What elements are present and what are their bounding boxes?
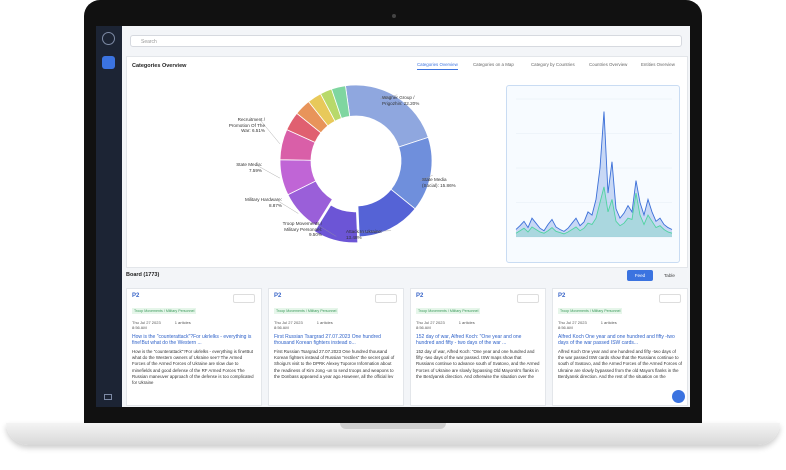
chat-button[interactable]: [672, 390, 685, 403]
label-leader: [257, 165, 281, 179]
board-title: Board (1773): [126, 272, 160, 278]
card-actions[interactable]: [375, 294, 397, 303]
feed-button[interactable]: Feed: [627, 270, 653, 281]
card-count: 1 articles: [316, 320, 333, 325]
donut-chart: [257, 84, 433, 244]
tab[interactable]: Category by Countries: [531, 62, 575, 67]
cards: P2 Troop Movements / Military Personnel Th…: [126, 288, 690, 407]
card-body: 152 day of war, Alfred Koch: "One year a…: [416, 349, 540, 379]
card-date: Thu Jul 27 2023: [274, 320, 303, 325]
card-title[interactable]: Alfred Koch One year and one hundred and…: [558, 334, 675, 346]
feed-card: P2 Troop Movements / Military Personnel Th…: [552, 288, 688, 406]
series-line: [515, 111, 673, 232]
card-actions[interactable]: [517, 294, 539, 303]
panel-title: Categories Overview: [132, 63, 187, 69]
tab[interactable]: Categories Overview: [417, 62, 458, 70]
tab[interactable]: Countries Overview: [589, 62, 628, 67]
label-leader: [379, 94, 398, 100]
feed-card: P2 Troop Movements / Military Personnel Th…: [126, 288, 262, 406]
slice-label: Attack In Ukraine: 13.48%: [346, 229, 383, 240]
card-meta: Thu Jul 27 2023 1 articles: [416, 320, 540, 325]
card-date: Thu Jul 27 2023: [416, 320, 445, 325]
card-count: 1 articles: [600, 320, 617, 325]
card-date: Thu Jul 27 2023: [558, 320, 587, 325]
table-button[interactable]: Table: [664, 273, 675, 278]
series-line: [515, 186, 673, 235]
card-body: First Russian Tsargrad 27.07.2023 One hu…: [274, 349, 395, 379]
card-meta: Thu Jul 27 2023 1 articles: [274, 320, 398, 325]
donut-slice: [313, 204, 359, 244]
tab[interactable]: Categories on a Map: [473, 62, 514, 67]
card-actions[interactable]: [659, 294, 681, 303]
feed-card: P2 Troop Movements / Military Personnel Th…: [268, 288, 404, 406]
logout-icon[interactable]: [104, 394, 112, 400]
slice-label: State Media (Social): 15.86%: [422, 177, 456, 188]
label-leader: [317, 224, 337, 237]
timeline-frame: [506, 85, 680, 263]
label-leader: [277, 200, 299, 214]
tabs: Categories Overview Categories on a Map Ca…: [417, 62, 685, 72]
card-date: Thu Jul 27 2023: [132, 320, 161, 325]
card-body: How is the "counterattack"?For ukrlelks …: [132, 349, 254, 386]
card-actions[interactable]: [233, 294, 255, 303]
card-priority: P2: [274, 293, 282, 299]
card-tag: Troop Movements / Military Personnel: [274, 308, 339, 314]
tab[interactable]: Entities Overview: [641, 62, 675, 67]
label-leader: [260, 120, 281, 144]
timeline-chart: [515, 98, 673, 238]
card-time: 8:56 AM: [558, 325, 573, 330]
card-title[interactable]: 152 day of war, Alfred Koch: "One year a…: [416, 334, 522, 346]
slice-label: Wagner Group / Prigozhin: 22.20%: [382, 95, 420, 106]
search-input[interactable]: Search: [130, 35, 682, 47]
card-tag: Troop Movements / Military Personnel: [558, 308, 623, 314]
categories-panel: Categories Overview Categories Overview C…: [126, 56, 688, 268]
slice-label: Recruitment / Promotion Of The War: 6.51…: [228, 117, 265, 134]
card-meta: Thu Jul 27 2023 1 articles: [558, 320, 682, 325]
slice-label: State Media: 7.59%: [236, 162, 262, 173]
card-count: 1 articles: [174, 320, 191, 325]
donut-slice: [331, 85, 351, 119]
card-time: 8:56 AM: [132, 325, 147, 330]
camera: [392, 14, 396, 18]
card-meta: Thu Jul 27 2023 1 articles: [132, 320, 256, 325]
nav-item-active[interactable]: [102, 56, 115, 69]
laptop-base: [6, 423, 780, 445]
logo: [102, 32, 115, 45]
card-priority: P2: [558, 293, 566, 299]
slice-label: Troop Movements / Military Personnel: 9.…: [282, 221, 322, 238]
card-body: Alfred Koch One year and one hundred and…: [558, 349, 682, 379]
card-tag: Troop Movements / Military Personnel: [132, 308, 197, 314]
card-priority: P2: [132, 293, 140, 299]
sidebar: [96, 26, 122, 407]
card-title[interactable]: How is the "counterattack"?For ukrlelks …: [132, 334, 252, 346]
slice-label: Military Hardware: 8.87%: [244, 197, 282, 208]
card-title[interactable]: First Russian Tsargrad 27.07.2023 One hu…: [274, 334, 381, 346]
screen: Search Categories Overview Categories Ov…: [96, 26, 690, 407]
card-priority: P2: [416, 293, 424, 299]
card-tag: Troop Movements / Military Personnel: [416, 308, 481, 314]
laptop-notch: [340, 423, 446, 429]
feed-card: P2 Troop Movements / Military Personnel Th…: [410, 288, 546, 406]
card-time: 8:56 AM: [416, 325, 431, 330]
label-leader: [419, 174, 433, 182]
series-area: [516, 186, 672, 237]
donut-slice: [357, 188, 416, 238]
card-time: 8:56 AM: [274, 325, 289, 330]
card-count: 1 articles: [458, 320, 475, 325]
